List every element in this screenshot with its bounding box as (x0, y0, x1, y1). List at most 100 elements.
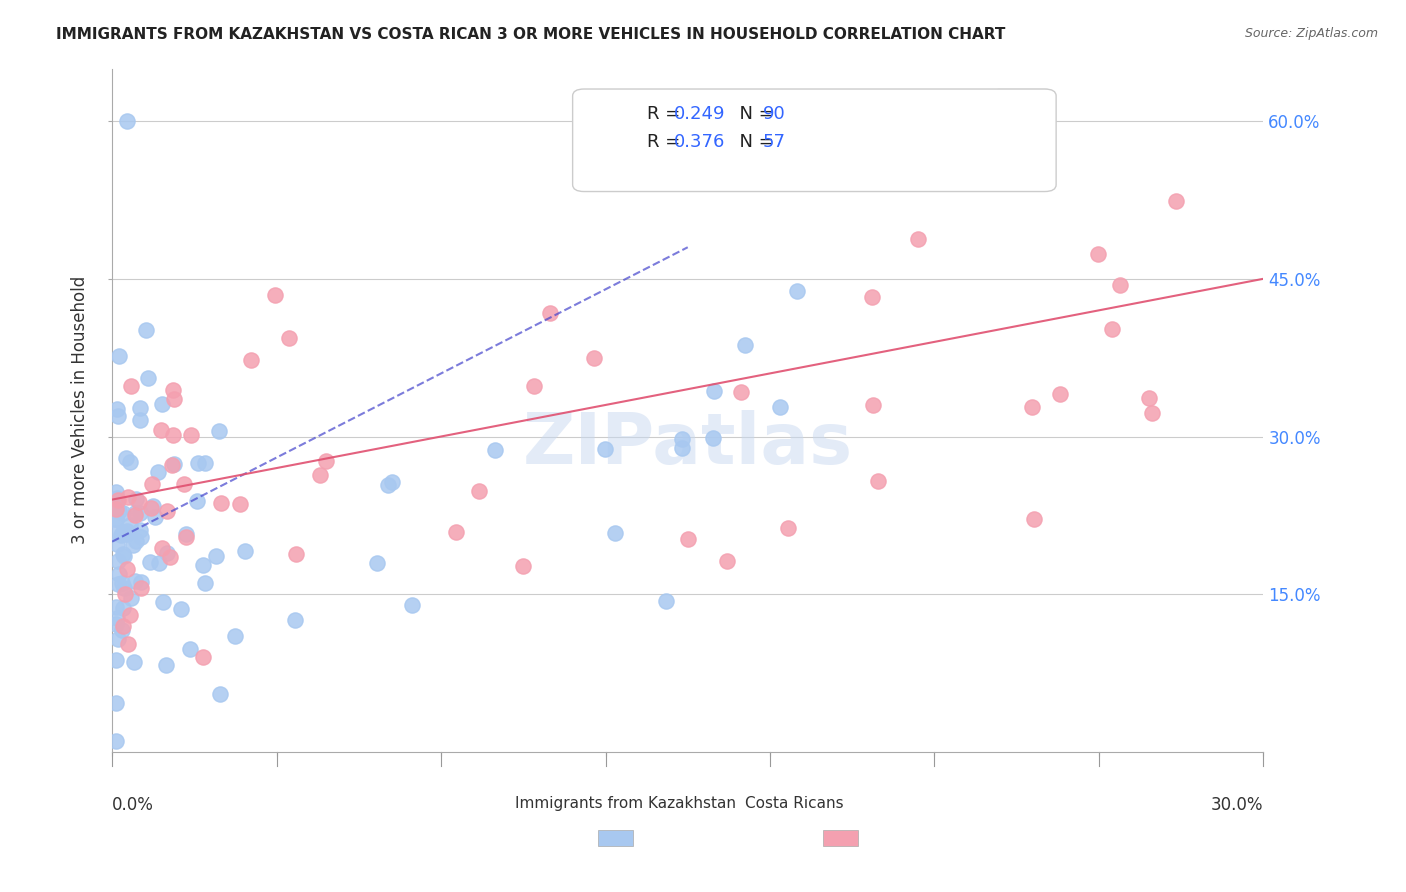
Costa Ricans (174, 530, 197, 544)
Immigrants from Kazakhstan (224, 629, 246, 643)
Immigrants from Kazakhstan (111, 524, 134, 539)
Immigrants from Kazakhstan (193, 576, 215, 591)
Immigrants from Kazakhstan (124, 506, 146, 520)
Costa Ricans (141, 500, 163, 515)
Immigrants from Kazakhstan (108, 566, 131, 581)
Text: 90: 90 (762, 105, 786, 123)
Immigrants from Kazakhstan (107, 409, 129, 424)
Costa Ricans (162, 428, 184, 442)
Costa Ricans (868, 474, 890, 488)
Immigrants from Kazakhstan (107, 632, 129, 646)
Costa Ricans (141, 477, 163, 491)
Immigrants from Kazakhstan (734, 338, 756, 352)
Immigrants from Kazakhstan (703, 384, 725, 399)
Immigrants from Kazakhstan (152, 595, 174, 609)
Text: N =: N = (728, 105, 779, 123)
Immigrants from Kazakhstan (186, 494, 208, 508)
Costa Ricans (1021, 400, 1043, 414)
Immigrants from Kazakhstan (112, 601, 135, 615)
Immigrants from Kazakhstan (187, 456, 209, 470)
Immigrants from Kazakhstan (139, 555, 162, 569)
Immigrants from Kazakhstan (124, 574, 146, 588)
Costa Ricans (907, 232, 929, 246)
Immigrants from Kazakhstan (179, 641, 201, 656)
Costa Ricans (676, 533, 699, 547)
Text: Costa Ricans: Costa Ricans (745, 797, 844, 812)
Immigrants from Kazakhstan (104, 734, 127, 748)
Immigrants from Kazakhstan (108, 503, 131, 517)
Text: Immigrants from Kazakhstan: Immigrants from Kazakhstan (515, 797, 737, 812)
Immigrants from Kazakhstan (233, 543, 256, 558)
Immigrants from Kazakhstan (104, 696, 127, 710)
FancyBboxPatch shape (572, 89, 1056, 192)
Costa Ricans (278, 331, 301, 345)
Immigrants from Kazakhstan (146, 465, 169, 479)
Costa Ricans (523, 378, 546, 392)
Immigrants from Kazakhstan (118, 517, 141, 532)
Costa Ricans (129, 581, 152, 595)
Costa Ricans (180, 428, 202, 442)
Immigrants from Kazakhstan (104, 653, 127, 667)
Immigrants from Kazakhstan (155, 657, 177, 672)
Immigrants from Kazakhstan (104, 599, 127, 614)
Immigrants from Kazakhstan (129, 401, 152, 416)
Immigrants from Kazakhstan (671, 432, 693, 446)
Immigrants from Kazakhstan (108, 350, 131, 364)
Text: 0.0%: 0.0% (112, 797, 155, 814)
Text: Source: ZipAtlas.com: Source: ZipAtlas.com (1244, 27, 1378, 40)
Immigrants from Kazakhstan (107, 577, 129, 591)
Immigrants from Kazakhstan (163, 457, 186, 471)
Immigrants from Kazakhstan (124, 655, 146, 669)
Immigrants from Kazakhstan (112, 581, 135, 595)
Immigrants from Kazakhstan (605, 526, 627, 541)
Immigrants from Kazakhstan (786, 284, 808, 298)
Costa Ricans (1049, 387, 1071, 401)
Costa Ricans (173, 477, 195, 491)
Immigrants from Kazakhstan (381, 475, 404, 490)
Immigrants from Kazakhstan (484, 442, 506, 457)
Immigrants from Kazakhstan (112, 549, 135, 564)
Costa Ricans (1024, 511, 1046, 525)
Costa Ricans (117, 637, 139, 651)
Immigrants from Kazakhstan (111, 575, 134, 590)
Costa Ricans (117, 490, 139, 504)
Costa Ricans (159, 549, 181, 564)
Costa Ricans (128, 494, 150, 508)
Costa Ricans (124, 508, 146, 522)
Costa Ricans (512, 559, 534, 574)
Immigrants from Kazakhstan (115, 451, 138, 466)
Immigrants from Kazakhstan (125, 534, 148, 549)
Costa Ricans (1109, 278, 1132, 293)
Legend: , : , (995, 89, 1049, 153)
Costa Ricans (1140, 406, 1163, 420)
Immigrants from Kazakhstan (120, 591, 142, 606)
Costa Ricans (115, 562, 138, 576)
Text: 57: 57 (762, 133, 786, 151)
Costa Ricans (193, 649, 215, 664)
Immigrants from Kazakhstan (208, 687, 231, 701)
Costa Ricans (160, 458, 183, 472)
Costa Ricans (1166, 194, 1188, 208)
Immigrants from Kazakhstan (377, 477, 399, 491)
Immigrants from Kazakhstan (107, 553, 129, 567)
Immigrants from Kazakhstan (148, 556, 170, 570)
Costa Ricans (716, 554, 738, 568)
Immigrants from Kazakhstan (111, 506, 134, 520)
Immigrants from Kazakhstan (129, 530, 152, 544)
Costa Ricans (118, 607, 141, 622)
Immigrants from Kazakhstan (117, 524, 139, 539)
Costa Ricans (1087, 246, 1109, 260)
Immigrants from Kazakhstan (702, 431, 724, 445)
Immigrants from Kazakhstan (143, 509, 166, 524)
Costa Ricans (155, 504, 177, 518)
Immigrants from Kazakhstan (129, 524, 152, 538)
Immigrants from Kazakhstan (125, 491, 148, 506)
Costa Ricans (468, 483, 491, 498)
Costa Ricans (162, 384, 184, 398)
Immigrants from Kazakhstan (655, 594, 678, 608)
Costa Ricans (112, 619, 135, 633)
Costa Ricans (209, 496, 232, 510)
Costa Ricans (163, 392, 186, 406)
Y-axis label: 3 or more Vehicles in Household: 3 or more Vehicles in Household (72, 277, 89, 544)
Costa Ricans (538, 306, 561, 320)
